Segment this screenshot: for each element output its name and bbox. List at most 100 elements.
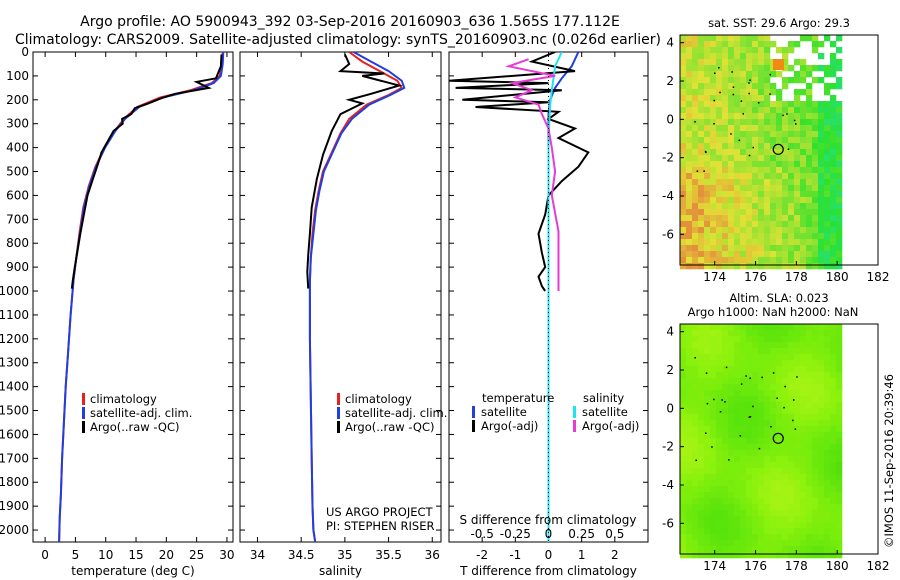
map-cell (704, 378, 711, 385)
map-cell (734, 59, 741, 66)
y-tick-label: -4 (662, 478, 674, 492)
map-cell (794, 59, 801, 66)
map-cell (764, 35, 771, 42)
map-cell (746, 348, 753, 355)
map-cell (746, 540, 753, 547)
map-cell (794, 504, 801, 511)
map-cell (830, 438, 837, 445)
map-cell (806, 149, 813, 156)
map-cell (752, 83, 759, 90)
map-cell (824, 342, 831, 349)
map-cell (728, 233, 735, 240)
legend-label: Argo(..raw -QC) (345, 420, 435, 434)
map-cell (758, 95, 765, 102)
map-cell (788, 131, 795, 138)
map-cell (800, 239, 807, 246)
legend-header-temperature: temperature (482, 391, 554, 405)
map-cell (758, 342, 765, 349)
map-cell (698, 83, 705, 90)
map-cell (770, 462, 777, 469)
map-cell (698, 155, 705, 162)
island-dot (757, 102, 760, 104)
map-cell (776, 456, 783, 463)
map-cell (752, 336, 759, 343)
map-cell (770, 221, 777, 228)
salinity-panel: 34 34.5 35 35.5 36salinityclimatologysatelli… (239, 51, 447, 578)
map-cell (794, 257, 801, 264)
x-tick-label: 182 (867, 559, 890, 573)
x-tick-label: 176 (744, 270, 767, 284)
map-cell (764, 396, 771, 403)
legend-label: satellite (481, 405, 527, 419)
map-cell (776, 348, 783, 355)
map-cell (788, 492, 795, 499)
map-cell (692, 65, 699, 72)
map-cell (686, 396, 693, 403)
map-cell (716, 534, 723, 541)
map-cell (704, 107, 711, 114)
map-cell (758, 366, 765, 373)
map-cell (758, 185, 765, 192)
island-dot (696, 170, 699, 172)
map-cell (776, 215, 783, 222)
map-cell (794, 408, 801, 415)
island-dot (738, 139, 741, 142)
map-cell (716, 498, 723, 505)
island-dot (745, 375, 747, 377)
map-cell (680, 342, 687, 349)
map-cell (800, 149, 807, 156)
map-cell (692, 173, 699, 180)
map-cell (704, 450, 711, 457)
map-cell (782, 390, 789, 397)
island-dot (796, 376, 798, 378)
map-cell (776, 522, 783, 529)
map-cell (782, 438, 789, 445)
map-cell (698, 95, 705, 102)
map-cell (782, 444, 789, 451)
map-cell (782, 263, 789, 270)
map-cell (734, 41, 741, 48)
map-cell (704, 348, 711, 355)
map-cell (794, 456, 801, 463)
map-cell (752, 257, 759, 264)
map-cell (734, 324, 741, 331)
map-cell (722, 137, 729, 144)
map-cell (764, 408, 771, 415)
map-cell (680, 131, 687, 138)
map-cell (716, 456, 723, 463)
map-cell (752, 143, 759, 150)
map-cell (764, 149, 771, 156)
map-cell (806, 161, 813, 168)
map-cell (692, 420, 699, 427)
map-cell (800, 137, 807, 144)
map-cell (830, 65, 837, 72)
island-dot (792, 419, 794, 422)
map-cell (812, 161, 819, 168)
map-cell (710, 498, 717, 505)
map-cell (764, 462, 771, 469)
map-cell (740, 360, 747, 367)
map-cell (728, 444, 735, 451)
map-cell (746, 185, 753, 192)
map-cell (746, 342, 753, 349)
map-cell (722, 107, 729, 114)
map-cell (764, 131, 771, 138)
map-cell (836, 444, 843, 451)
map-cell (704, 438, 711, 445)
map-cell (758, 330, 765, 337)
map-cell (746, 390, 753, 397)
map-cell (836, 137, 843, 144)
map-cell (770, 426, 777, 433)
map-cell (758, 552, 765, 559)
map-cell (836, 384, 843, 391)
map-cell (800, 474, 807, 481)
map-cell (746, 450, 753, 457)
map-cell (710, 480, 717, 487)
map-cell (812, 426, 819, 433)
map-cell (734, 143, 741, 150)
map-cell (692, 510, 699, 517)
map-cell (764, 251, 771, 258)
map-cell (686, 504, 693, 511)
map-cell (746, 263, 753, 270)
map-cell (686, 444, 693, 451)
